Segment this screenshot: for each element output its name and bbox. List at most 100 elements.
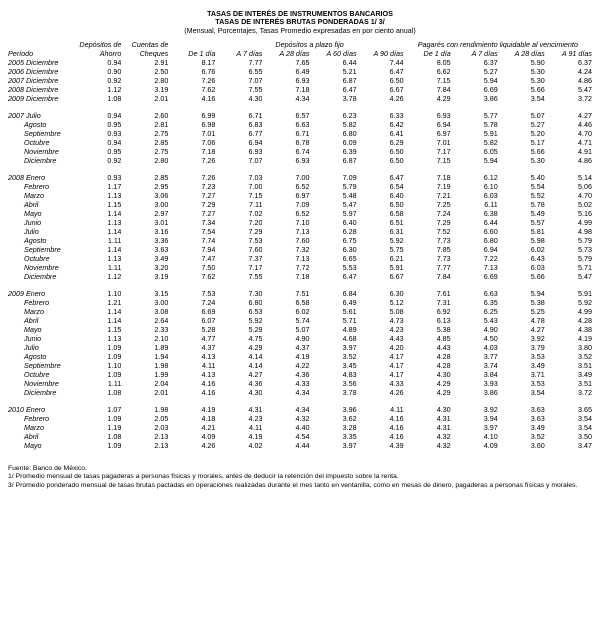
cell: 4.34 <box>262 406 309 415</box>
row-label: Marzo <box>8 308 74 317</box>
hdr-period: Período <box>8 50 74 59</box>
cell: 7.07 <box>215 77 262 86</box>
cell: 4.27 <box>498 326 545 335</box>
cell: 6.43 <box>498 255 545 264</box>
cell: 5.82 <box>451 139 498 148</box>
cell: 1.09 <box>74 371 121 380</box>
cell: 3.45 <box>310 362 357 371</box>
cell: 3.28 <box>310 424 357 433</box>
row-label: Mayo <box>8 210 74 219</box>
cell: 3.54 <box>545 415 592 424</box>
cell: 7.77 <box>404 264 451 273</box>
cell: 4.50 <box>451 335 498 344</box>
cell: 6.53 <box>215 308 262 317</box>
cell: 6.50 <box>357 157 404 166</box>
cell: 4.83 <box>310 371 357 380</box>
cell: 4.37 <box>262 344 309 353</box>
row-label: 2010 Enero <box>8 406 74 415</box>
table-row: Agosto1.113.367.747.537.606.755.927.736.… <box>8 237 592 246</box>
cell: 2.91 <box>121 59 168 68</box>
cell: 7.17 <box>215 264 262 273</box>
cell: 4.33 <box>262 380 309 389</box>
hdr-d7: A 7 días <box>215 50 262 59</box>
cell: 6.71 <box>262 130 309 139</box>
cell: 6.07 <box>168 317 215 326</box>
cell: 1.14 <box>74 210 121 219</box>
table-row: 2005 Diciembre0.942.918.177.777.656.447.… <box>8 59 592 68</box>
cell: 4.31 <box>215 406 262 415</box>
row-label: Diciembre <box>8 273 74 282</box>
cell: 4.19 <box>168 406 215 415</box>
cell: 5.49 <box>498 210 545 219</box>
table-row: Mayo1.142.977.277.026.525.976.587.246.38… <box>8 210 592 219</box>
row-label: Marzo <box>8 192 74 201</box>
cell: 6.44 <box>451 219 498 228</box>
cell: 4.86 <box>545 77 592 86</box>
cell: 6.87 <box>310 157 357 166</box>
cell: 2.85 <box>121 139 168 148</box>
row-label: 2007 Julio <box>8 112 74 121</box>
cell: 4.10 <box>451 433 498 442</box>
cell: 1.10 <box>74 362 121 371</box>
cell: 7.13 <box>451 264 498 273</box>
cell: 7.15 <box>215 192 262 201</box>
row-label: Agosto <box>8 353 74 362</box>
cell: 6.21 <box>357 255 404 264</box>
cell: 6.30 <box>357 290 404 299</box>
table-row: Julio1.143.167.547.297.136.286.317.526.6… <box>8 228 592 237</box>
cell: 6.28 <box>310 228 357 237</box>
row-label: Marzo <box>8 424 74 433</box>
cell: 1.09 <box>74 442 121 451</box>
cell: 3.94 <box>451 415 498 424</box>
cell: 6.52 <box>262 183 309 192</box>
hdr-ahorro-2: Ahorro <box>74 50 121 59</box>
row-label: Octubre <box>8 255 74 264</box>
cell: 7.62 <box>168 86 215 95</box>
table-row: Abril1.153.007.297.117.095.476.507.256.1… <box>8 201 592 210</box>
cell: 3.01 <box>121 219 168 228</box>
hdr-ahorro-1: Depósitos de <box>74 41 121 50</box>
cell: 6.77 <box>215 130 262 139</box>
row-label: 2009 Enero <box>8 290 74 299</box>
cell: 7.15 <box>404 77 451 86</box>
cell: 3.53 <box>498 380 545 389</box>
table-row: Agosto1.091.944.134.144.193.524.174.283.… <box>8 353 592 362</box>
table-row: Diciembre1.082.014.164.304.343.784.264.2… <box>8 389 592 398</box>
cell: 6.47 <box>357 68 404 77</box>
cell: 5.79 <box>545 255 592 264</box>
cell: 2.85 <box>121 174 168 183</box>
cell: 2.50 <box>121 68 168 77</box>
table-row: Noviembre0.952.757.186.936.746.396.507.1… <box>8 148 592 157</box>
hdr-p1: De 1 día <box>404 50 451 59</box>
cell: 1.11 <box>74 264 121 273</box>
cell: 2.01 <box>121 389 168 398</box>
cell: 7.55 <box>215 273 262 282</box>
cell: 4.13 <box>168 371 215 380</box>
cell: 6.30 <box>310 246 357 255</box>
cell: 5.71 <box>310 317 357 326</box>
cell: 3.00 <box>121 201 168 210</box>
cell: 6.76 <box>168 68 215 77</box>
cell: 6.83 <box>215 121 262 130</box>
cell: 2.05 <box>121 415 168 424</box>
cell: 4.30 <box>404 406 451 415</box>
cell: 7.26 <box>168 174 215 183</box>
cell: 5.47 <box>545 86 592 95</box>
cell: 4.77 <box>168 335 215 344</box>
cell: 3.56 <box>310 380 357 389</box>
cell: 3.92 <box>498 335 545 344</box>
cell: 5.94 <box>451 157 498 166</box>
cell: 0.95 <box>74 121 121 130</box>
cell: 5.08 <box>357 308 404 317</box>
cell: 3.63 <box>121 246 168 255</box>
cell: 5.66 <box>498 273 545 282</box>
cell: 6.69 <box>451 86 498 95</box>
cell: 4.99 <box>545 308 592 317</box>
row-label: Abril <box>8 317 74 326</box>
cell: 6.93 <box>262 157 309 166</box>
cell: 7.32 <box>262 246 309 255</box>
hdr-p28: A 28 días <box>498 50 545 59</box>
cell: 2.04 <box>121 380 168 389</box>
cell: 4.44 <box>262 442 309 451</box>
cell: 1.13 <box>74 255 121 264</box>
